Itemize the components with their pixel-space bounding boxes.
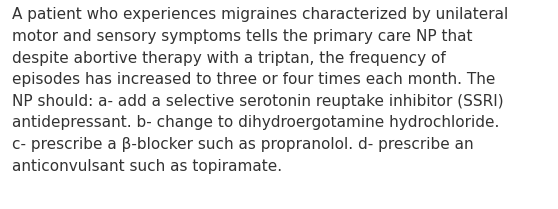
- Text: A patient who experiences migraines characterized by unilateral
motor and sensor: A patient who experiences migraines char…: [12, 7, 508, 173]
